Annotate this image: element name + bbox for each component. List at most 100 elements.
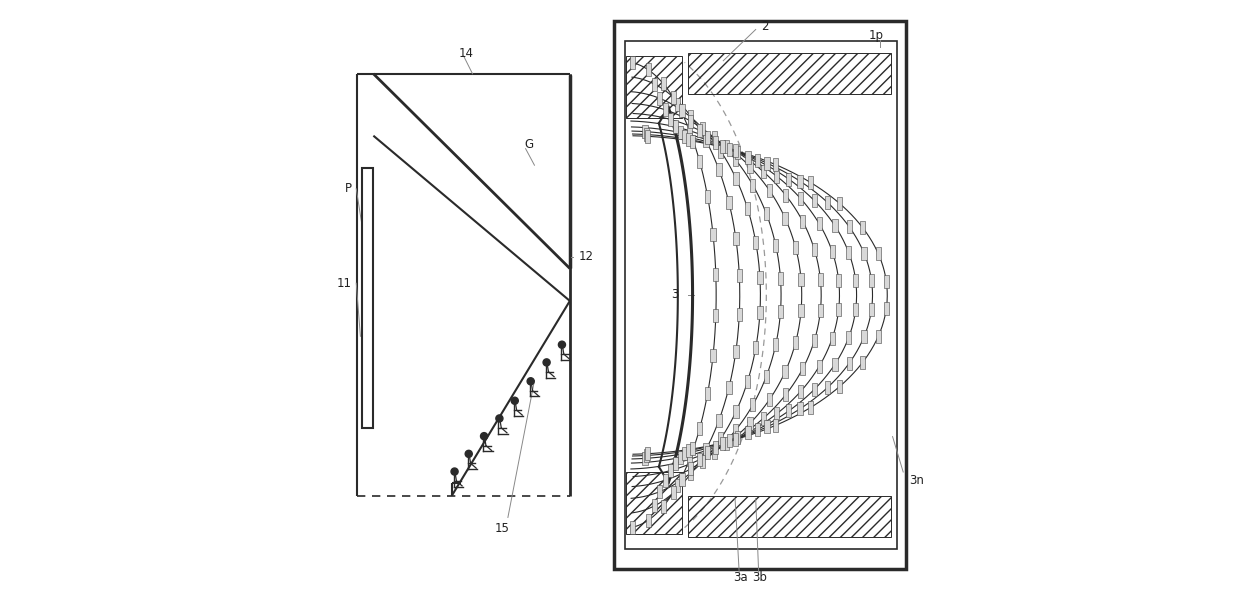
Bar [673,457,678,470]
Bar [671,486,676,499]
Bar [706,190,711,203]
Circle shape [511,397,518,404]
Bar [645,130,650,143]
Bar [812,333,817,346]
Bar [847,221,852,234]
Bar [777,305,784,318]
Bar [630,57,635,70]
Bar [830,332,835,345]
Bar [686,444,692,457]
Bar [812,244,817,257]
Bar [869,303,874,316]
Bar [782,212,787,225]
Text: G: G [525,138,533,151]
Bar [677,126,683,139]
Bar [799,304,804,317]
Bar [786,172,791,185]
Bar [807,176,813,189]
Bar [630,520,635,533]
Bar [817,359,822,372]
Bar [807,401,813,414]
Bar [750,398,755,411]
Bar [671,91,676,104]
Bar [764,156,770,169]
Bar [733,232,739,245]
Bar [875,330,880,343]
Bar [800,215,806,228]
Bar [797,175,802,188]
Bar [675,480,680,493]
Bar [846,246,852,259]
Bar [764,208,769,221]
Bar [768,393,773,406]
Bar [836,274,841,287]
Bar [847,356,852,369]
Bar [836,303,841,316]
Circle shape [527,378,534,385]
Bar [761,165,766,178]
Bar [614,21,906,569]
Circle shape [543,359,551,366]
Bar [837,380,842,393]
Bar [733,424,738,437]
Bar [782,388,789,401]
Bar [773,158,777,171]
Bar [718,432,723,445]
Bar [706,387,711,400]
Bar [720,140,725,153]
Bar [733,144,738,157]
Bar [646,63,651,76]
Bar [748,160,753,173]
Bar [668,464,673,477]
Bar [673,120,678,133]
Bar [817,218,822,231]
Bar [727,434,732,447]
Bar [713,441,718,454]
Bar [697,453,702,466]
Bar [773,338,779,351]
Bar [837,197,842,210]
Text: 3a: 3a [734,571,748,584]
Bar [646,514,651,527]
Bar [869,274,874,287]
Bar [712,132,717,145]
Bar [768,184,773,197]
Bar [706,446,711,459]
Bar [758,271,763,284]
Bar [825,381,831,394]
Bar [782,189,789,202]
Bar [750,179,755,192]
Circle shape [496,415,503,422]
Bar [733,433,738,446]
Bar [713,136,718,149]
Bar [853,303,858,316]
Bar [697,155,702,168]
Bar [644,128,649,141]
Bar [661,77,666,90]
Text: 14: 14 [459,47,474,60]
Bar [680,104,684,117]
Bar [687,453,692,466]
Text: 3n: 3n [909,474,924,487]
Bar [764,369,769,382]
Bar [861,221,866,234]
Bar [362,168,373,428]
Bar [668,113,673,126]
Bar [689,442,696,455]
Bar [703,134,709,147]
Bar [800,362,806,375]
Bar [737,270,742,283]
Bar [644,449,649,462]
Bar [657,485,662,498]
Bar [761,412,766,425]
Bar [703,443,709,456]
Bar [626,472,682,534]
Bar [735,431,740,444]
Bar [733,153,738,166]
Text: 12: 12 [579,250,594,263]
Bar [682,447,687,460]
Circle shape [465,450,472,457]
Bar [733,172,739,185]
Bar [737,307,742,320]
Bar [753,341,759,354]
